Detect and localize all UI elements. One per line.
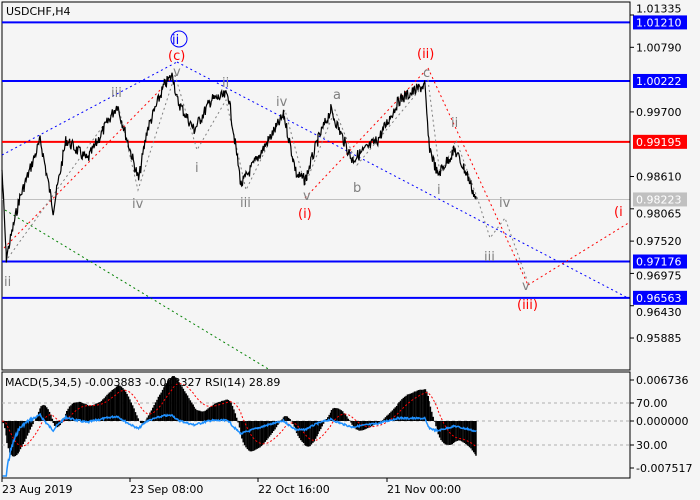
level-tag [633,73,687,88]
wave-label: ii [451,116,458,131]
price-tick-label: 1.01335 [636,2,682,15]
wave-label: a [333,88,341,103]
level-tag-label: 0.98223 [636,193,682,206]
level-tag [633,192,687,207]
indicator-axis: 0.006736 70.00 0.000000 30.00 -0.007517 [629,372,692,478]
circled-wave-marker [170,30,188,48]
price-tick-label: 0.99700 [636,106,682,119]
time-tick: 23 Aug 2019 [2,483,72,496]
indicator-tick: 0.000000 [636,415,689,428]
time-tick: 21 Nov 00:00 [387,483,461,496]
wave-label: c [423,66,430,81]
level-tag [633,290,687,305]
wave-label: v [173,65,181,80]
wave-label: iv [276,95,288,110]
level-tag-label: 0.97176 [636,256,682,269]
macd-signal-line [1,383,477,448]
level-tag-label: 1.00222 [636,75,682,88]
wave-line-gray-3 [304,79,429,186]
wave-label: iv [132,197,144,212]
price-tick-label: 1.00790 [636,41,682,54]
level-tag [633,254,687,269]
wave-labels: ii (c) v iii ii iv iv i iii v (i) a b c … [4,30,623,313]
wave-label: iii [111,86,122,101]
level-tag [633,134,687,149]
level-tag-label: 1.01210 [636,16,682,29]
indicator-tick: 0.006736 [636,374,689,387]
wave-line-red-1 [3,76,174,249]
price-tick-label: 0.98065 [636,207,682,220]
price-series [1,72,477,263]
level-price-tags: 1.01210 1.00222 0.99195 0.98223 0.97176 0.965… [633,15,687,305]
level-tag-label: 0.99195 [636,136,682,149]
indicator-tick: 70.00 [636,397,668,410]
wave-label: i [437,183,441,198]
indicator-tick: -0.007517 [636,462,692,475]
wave-label: v [522,279,530,294]
indicator-label: MACD(5,34,5) -0.003883 -0.003327 RSI(14)… [5,376,280,389]
price-axis-ticks: 1.01335 1.00790 0.99700 0.98610 0.98065 0.975… [630,2,682,345]
trend-line-blue-up [1,61,178,156]
wave-line-green [4,209,271,371]
wave-label: (iii) [517,298,538,313]
wave-label: i [195,161,199,176]
wave-label: (c) [168,49,185,64]
wave-label: iii [484,250,495,265]
price-tick-label: 0.98610 [636,171,682,184]
wave-label: b [353,181,361,196]
wave-line-gray-2 [174,74,306,192]
chart-title: USDCHF,H4 [6,5,71,18]
level-tag-label: 0.96563 [636,292,682,305]
wave-label: ii [4,275,11,290]
time-axis: 23 Aug 2019 23 Sep 08:00 22 Oct 16:00 21… [1,478,461,496]
price-tick-label: 0.97520 [636,235,682,248]
time-tick: 22 Oct 16:00 [258,483,330,496]
price-tick-label: 0.95885 [636,332,682,345]
wave-line-gray-1 [7,74,176,259]
rsi-line [2,412,477,477]
price-tick-label: 0.96975 [636,270,682,283]
indicator-tick: 30.00 [636,439,668,452]
time-tick: 23 Sep 08:00 [130,483,203,496]
wave-label: ii [222,76,229,91]
wave-label: iii [240,196,251,211]
level-tag [633,15,687,30]
wave-label: v [303,189,311,204]
price-tick-label: 0.96430 [636,306,682,319]
wave-label: (ii) [417,47,434,62]
wave-label: (i) [298,207,312,222]
wave-label: ii [172,33,179,48]
wave-label: (i [614,205,623,220]
wave-label: iv [499,196,511,211]
